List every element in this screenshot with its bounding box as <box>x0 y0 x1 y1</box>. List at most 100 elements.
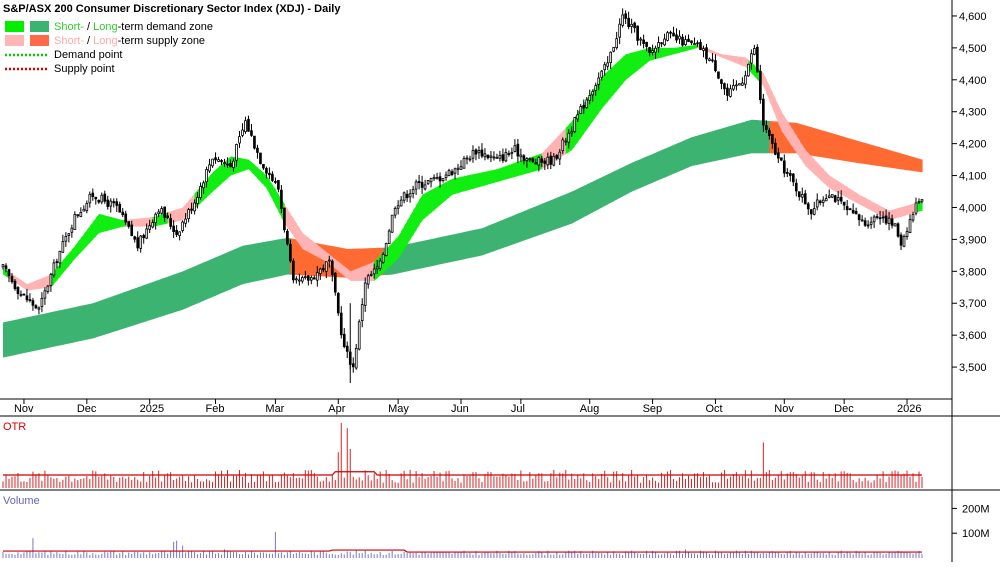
long-zone-segment <box>577 187 582 221</box>
long-zone-segment <box>691 136 696 166</box>
candle-body <box>681 36 684 46</box>
candle-body <box>747 63 750 77</box>
candle-body <box>495 156 499 159</box>
short-zone-segment <box>338 261 342 274</box>
long-zone-segment <box>200 262 205 302</box>
long-zone-segment <box>811 127 815 157</box>
long-zone-segment <box>463 231 468 260</box>
candle-body <box>133 236 137 240</box>
long-zone-segment <box>224 252 229 292</box>
long-zone-segment <box>86 303 91 340</box>
long-zone-segment <box>874 145 878 166</box>
long-zone-segment <box>452 233 456 262</box>
long-zone-segment <box>592 180 597 213</box>
short-zone-segment <box>718 53 723 58</box>
long-zone-segment <box>625 164 630 195</box>
short-zone-segment <box>41 276 46 289</box>
short-zone-segment <box>59 260 64 277</box>
short-zone-segment <box>475 173 480 188</box>
otr-bars <box>2 423 923 488</box>
short-zone-segment <box>874 202 878 214</box>
candle-body <box>387 230 391 245</box>
candle-body <box>531 158 535 163</box>
short-zone-segment <box>137 218 142 227</box>
candle-body <box>70 227 74 233</box>
candle-body <box>603 64 607 71</box>
candle-body <box>324 261 328 272</box>
short-zone-segment <box>847 187 851 200</box>
candle-body <box>465 157 469 160</box>
short-zone-segment <box>613 62 618 95</box>
long-zone-segment <box>499 219 504 249</box>
candle-body <box>301 277 304 282</box>
candle-body <box>85 203 89 212</box>
long-zone-segment <box>868 143 872 165</box>
long-zone-segment <box>757 120 761 154</box>
candle-body <box>806 203 810 210</box>
candle-body <box>136 237 140 249</box>
candle-body <box>902 235 906 247</box>
short-zone-segment <box>302 233 306 251</box>
short-zone-segment <box>835 179 839 194</box>
candle-body <box>791 173 795 183</box>
time-tick-label: Nov <box>774 403 794 415</box>
long-zone-segment <box>685 138 690 169</box>
candle-body <box>235 144 238 161</box>
long-zone-segment <box>907 155 911 171</box>
short-zone-segment <box>176 208 181 222</box>
candle-body <box>369 274 373 276</box>
long-zone-segment <box>8 320 13 357</box>
candle-body <box>58 250 62 264</box>
long-zone-segment <box>466 230 471 259</box>
candle-body <box>124 213 128 223</box>
long-zone-segment <box>59 309 64 346</box>
long-zone-segment <box>733 124 738 158</box>
short-zone-segment <box>721 54 726 59</box>
short-zone-segment <box>712 50 717 56</box>
candle-body <box>854 211 858 215</box>
short-zone-segment <box>296 223 300 245</box>
candle-body <box>181 221 184 231</box>
candle-body <box>723 83 726 90</box>
long-zone-segment <box>682 139 687 170</box>
candle-body <box>753 48 756 55</box>
time-tick-label: Nov <box>14 403 34 415</box>
long-zone-segment <box>919 158 923 173</box>
short-zone-segment <box>458 176 462 194</box>
long-zone-segment <box>140 285 145 324</box>
candle-body <box>480 149 484 157</box>
short-zone-segment <box>35 279 40 290</box>
long-zone-segment <box>832 133 836 160</box>
short-zone-segment <box>350 270 354 281</box>
candle-body <box>824 198 828 202</box>
long-zone-segment <box>814 128 818 157</box>
long-zone-segment <box>131 288 136 326</box>
candle-body <box>711 59 714 62</box>
long-zone-segment <box>164 276 169 316</box>
long-zone-segment <box>703 132 708 164</box>
candle-body <box>49 273 53 286</box>
long-zone-segment <box>242 245 247 285</box>
short-zone-segment <box>110 217 115 230</box>
candle-body <box>621 14 624 26</box>
candle-body <box>247 119 250 132</box>
short-zone-segment <box>398 231 402 259</box>
long-zone-segment <box>209 258 214 299</box>
short-zone-segment <box>673 47 678 55</box>
short-zone-segment <box>305 235 309 253</box>
candle-body <box>588 95 592 101</box>
candle-body <box>857 214 861 221</box>
long-zone-segment <box>266 240 271 279</box>
candle-body <box>169 218 172 227</box>
candle-body <box>459 166 463 170</box>
long-zone-segment <box>739 122 743 156</box>
candle-body <box>360 304 364 321</box>
candle-body <box>765 125 768 130</box>
candle-body <box>779 157 783 161</box>
long-zone-segment <box>487 224 492 254</box>
candle-body <box>794 182 798 192</box>
candle-body <box>773 142 777 155</box>
candle-body <box>453 168 457 174</box>
candle-body <box>768 130 771 136</box>
